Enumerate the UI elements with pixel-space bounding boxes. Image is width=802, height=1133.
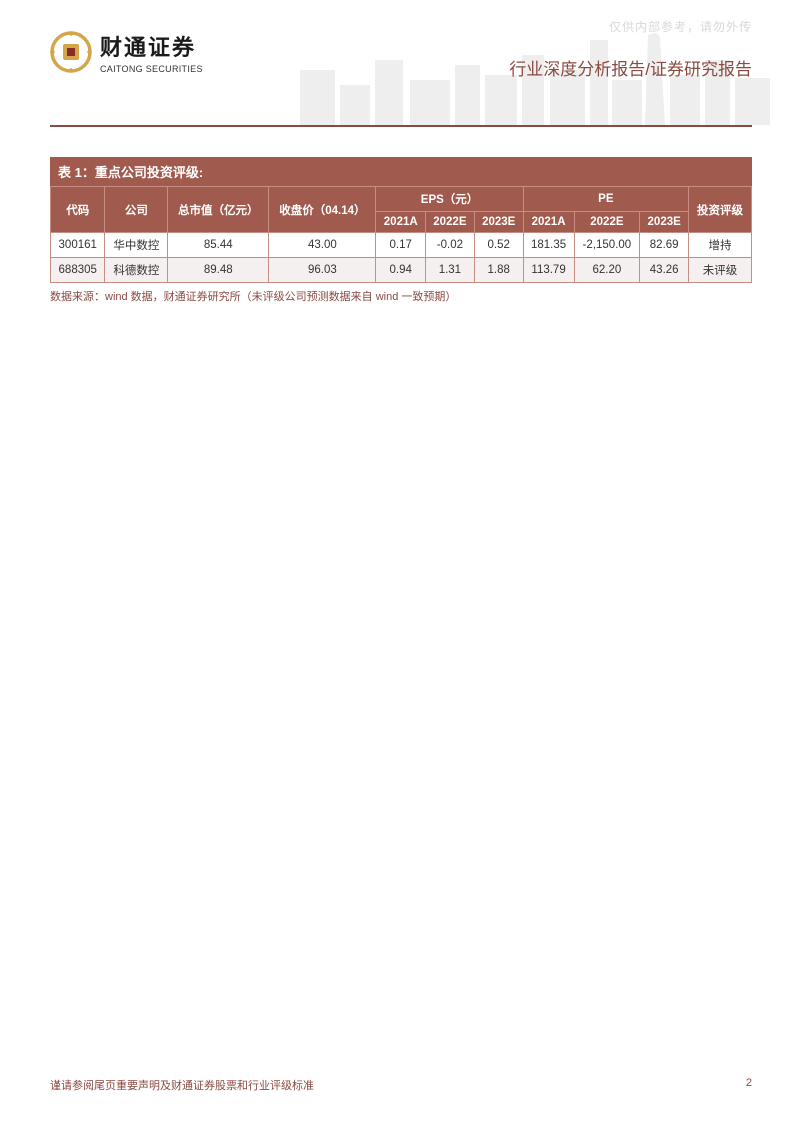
content-area: 表 1：重点公司投资评级: 代码 公司 总市值（亿元） 收盘价（04.14） E… [0,127,802,304]
cell-close: 96.03 [269,258,376,283]
cell-code: 300161 [51,233,105,258]
cell-eps21: 0.17 [376,233,426,258]
table-title: 表 1：重点公司投资评级: [50,157,752,186]
col-rating: 投资评级 [689,187,752,233]
table-row: 688305科德数控89.4896.030.941.311.88113.7962… [51,258,752,283]
cell-company: 华中数控 [105,233,168,258]
col-company: 公司 [105,187,168,233]
cell-pe23: 43.26 [640,258,689,283]
col-pe-2021a: 2021A [523,212,574,233]
page-footer: 谨请参阅尾页重要声明及财通证券股票和行业评级标准 2 [50,1077,752,1093]
cell-pe22: -2,150.00 [574,233,640,258]
col-pe-group: PE [523,187,688,212]
cell-company: 科德数控 [105,258,168,283]
cell-rating: 未评级 [689,258,752,283]
cell-eps22: -0.02 [425,233,474,258]
report-type-label: 行业深度分析报告/证券研究报告 [509,55,752,80]
logo-text-cn: 财通证券 [100,30,203,62]
cell-eps23: 0.52 [474,233,523,258]
col-eps-2023e: 2023E [474,212,523,233]
cell-rating: 增持 [689,233,752,258]
col-mktcap: 总市值（亿元） [168,187,269,233]
table-row: 300161华中数控85.4443.000.17-0.020.52181.35-… [51,233,752,258]
col-eps-group: EPS（元） [376,187,523,212]
cell-close: 43.00 [269,233,376,258]
cell-mktcap: 85.44 [168,233,269,258]
caitong-logo-icon [50,31,92,73]
col-eps-2022e: 2022E [425,212,474,233]
cell-eps22: 1.31 [425,258,474,283]
col-pe-2023e: 2023E [640,212,689,233]
table-source-note: 数据来源：wind 数据，财通证券研究所（未评级公司预测数据来自 wind 一致… [50,288,752,304]
col-pe-2022e: 2022E [574,212,640,233]
logo-text-en: CAITONG SECURITIES [100,64,203,74]
cell-pe21: 181.35 [523,233,574,258]
cell-pe23: 82.69 [640,233,689,258]
col-code: 代码 [51,187,105,233]
col-eps-2021a: 2021A [376,212,426,233]
footer-note: 谨请参阅尾页重要声明及财通证券股票和行业评级标准 [50,1077,314,1093]
investment-rating-table: 代码 公司 总市值（亿元） 收盘价（04.14） EPS（元） PE 投资评级 … [50,186,752,283]
cell-eps23: 1.88 [474,258,523,283]
cell-code: 688305 [51,258,105,283]
cell-eps21: 0.94 [376,258,426,283]
page-number: 2 [746,1077,752,1093]
cell-mktcap: 89.48 [168,258,269,283]
col-close: 收盘价（04.14） [269,187,376,233]
cell-pe21: 113.79 [523,258,574,283]
page-header: 财通证券 CAITONG SECURITIES 行业深度分析报告/证券研究报告 [0,0,802,100]
cell-pe22: 62.20 [574,258,640,283]
